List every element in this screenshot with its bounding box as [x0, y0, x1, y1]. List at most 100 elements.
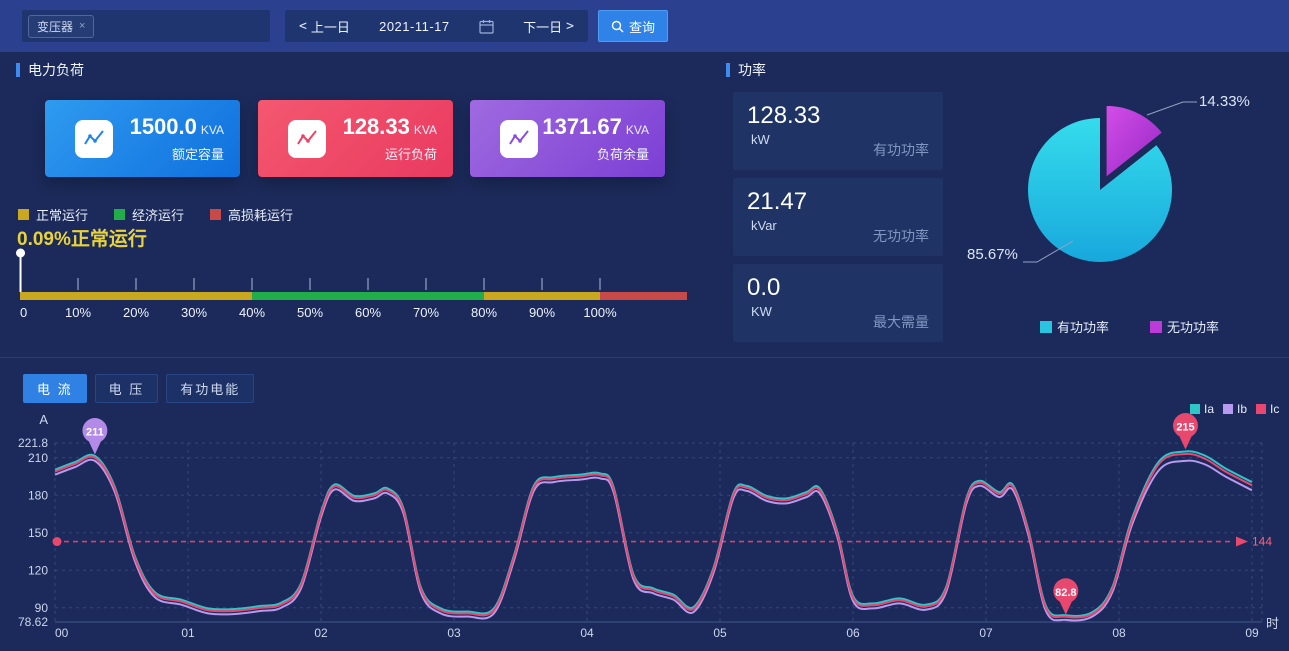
y-tick-label: 120: [28, 563, 48, 577]
max-demand-unit: KW: [751, 304, 772, 319]
reactive-power-unit: kVar: [751, 218, 777, 233]
line-legend-Ic[interactable]: Ic: [1270, 402, 1279, 416]
gauge-tick-label: 20%: [123, 305, 149, 320]
prev-day-label: 上一日: [310, 19, 350, 35]
load-margin-label: 负荷余量: [596, 147, 649, 162]
running-load-unit: KVA: [413, 123, 437, 137]
calendar-icon[interactable]: [479, 19, 494, 34]
pie-slice-active-power[interactable]: [1028, 118, 1172, 262]
query-button-label: 查询: [628, 19, 655, 35]
chart-icon: [500, 119, 538, 158]
y-tick-label: 90: [35, 601, 49, 615]
tab-current[interactable]: 电 流: [23, 374, 87, 403]
power-section-header: 功率: [726, 60, 766, 80]
x-tick-label: 07: [979, 626, 993, 640]
gauge-legend: 正常运行 经济运行 高损耗运行: [18, 205, 293, 224]
svg-text:215: 215: [1176, 422, 1194, 434]
pie-slice-reactive-power[interactable]: [1105, 104, 1164, 179]
line-legend-swatch-Ib: [1223, 404, 1233, 414]
gauge-pointer-handle[interactable]: [16, 248, 26, 258]
section-accent-bar: [726, 63, 730, 77]
x-tick-label: 03: [447, 626, 461, 640]
rated-capacity-unit: KVA: [200, 123, 224, 137]
average-line-arrow: [1236, 536, 1248, 547]
pie-value-label: 85.67%: [967, 246, 1018, 263]
gauge-tick-label: 80%: [471, 305, 497, 320]
pie-leader-line: [1023, 240, 1074, 263]
legend-item-normal[interactable]: 正常运行: [18, 205, 88, 224]
load-section-header: 电力负荷: [16, 60, 84, 80]
chart-icon: [288, 119, 326, 158]
gauge-tick-label: 0: [20, 305, 27, 320]
running-load-label: 运行负荷: [384, 147, 437, 162]
x-tick-label: 01: [181, 626, 195, 640]
gauge-tick-label: 70%: [413, 305, 439, 320]
line-legend-Ib[interactable]: Ib: [1237, 402, 1247, 416]
average-line-label: 144: [1252, 535, 1272, 549]
load-margin-unit: KVA: [625, 123, 649, 137]
legend-swatch: [114, 209, 126, 220]
reactive-power-value: 21.47: [747, 188, 808, 215]
current-line-chart: 00 01 02 03 04 05 06 07 08 0978.62901201501802102…: [18, 402, 1279, 640]
chart-icon: [75, 119, 113, 158]
section-accent-bar: [16, 63, 20, 77]
gauge-segment: [20, 292, 252, 300]
line-legend-swatch-Ic: [1256, 404, 1266, 414]
legend-swatch: [210, 209, 222, 220]
pie-legend-active-power[interactable]: 有功功率: [1057, 320, 1109, 335]
device-tag-label: 变压器: [37, 19, 74, 34]
date-value[interactable]: 2021-11-17: [379, 18, 450, 34]
search-icon: [611, 20, 624, 33]
power-pie-chart: 14.33% 85.67% 有功功率 无功功率: [967, 93, 1250, 335]
x-tick-label: 09: [1245, 626, 1259, 640]
y-tick-label: 221.8: [18, 436, 48, 450]
x-tick-label: 06: [846, 626, 860, 640]
x-axis-unit: 时: [1266, 616, 1279, 631]
reactive-power-card: 21.47 kVar 无功功率: [733, 178, 943, 256]
max-demand-label: 最大需量: [873, 314, 929, 330]
device-tag: 变压器 ×: [28, 14, 95, 38]
gauge-tick-label: 30%: [181, 305, 207, 320]
pie-legend-reactive-power-swatch: [1150, 321, 1162, 333]
tab-active-energy[interactable]: 有功电能: [166, 374, 255, 403]
running-load-card: 128.33 KVA 运行负荷: [258, 100, 453, 177]
gauge-tick-label: 40%: [239, 305, 265, 320]
legend-label: 经济运行: [132, 208, 185, 223]
active-power-card: 128.33 kW 有功功率: [733, 92, 943, 170]
gauge-tick-label: 90%: [529, 305, 555, 320]
pie-leader-line: [1146, 101, 1197, 116]
running-load-value: 128.33: [342, 114, 410, 139]
gauge-tick-label: 10%: [65, 305, 91, 320]
point-marker-211: 211: [82, 418, 108, 455]
max-demand-card: 0.0 KW 最大需量: [733, 264, 943, 342]
legend-item-high-loss[interactable]: 高损耗运行: [210, 205, 293, 224]
line-legend-Ia[interactable]: Ia: [1204, 402, 1214, 416]
load-margin-value: 1371.67: [542, 114, 622, 139]
y-tick-label: 180: [28, 488, 48, 502]
next-day-label: 下一日: [523, 19, 563, 35]
tab-voltage[interactable]: 电 压: [94, 374, 159, 403]
legend-item-economic[interactable]: 经济运行: [114, 205, 184, 224]
y-tick-label: 210: [28, 451, 48, 465]
average-line-dot: [52, 537, 62, 547]
gauge-tick-label: 50%: [297, 305, 323, 320]
reactive-power-label: 无功功率: [873, 228, 929, 244]
device-select[interactable]: 变压器 ×: [22, 10, 270, 42]
x-tick-label: 04: [580, 626, 594, 640]
pie-legend-reactive-power[interactable]: 无功功率: [1167, 320, 1219, 335]
chevron-left-icon: <: [299, 18, 307, 34]
gauge-segment: [252, 292, 484, 300]
next-day-button[interactable]: 下一日 >: [523, 17, 574, 36]
gauge-tick-label: 60%: [355, 305, 381, 320]
gauge-segment: [600, 292, 687, 300]
x-tick-label: 00: [55, 626, 69, 640]
load-rate-gauge[interactable]: 0 10% 20% 30% 40% 50% 60% 70% 80% 90% 100%: [0, 245, 700, 330]
query-button[interactable]: 查询: [598, 10, 668, 42]
active-power-label: 有功功率: [873, 142, 929, 158]
power-section-title: 功率: [738, 62, 766, 78]
prev-day-button[interactable]: < 上一日: [299, 17, 350, 36]
rated-capacity-label: 额定容量: [171, 147, 224, 162]
tag-remove-icon[interactable]: ×: [79, 20, 86, 32]
rated-capacity-value: 1500.0: [129, 114, 197, 139]
point-marker-215: 215: [1172, 413, 1198, 450]
